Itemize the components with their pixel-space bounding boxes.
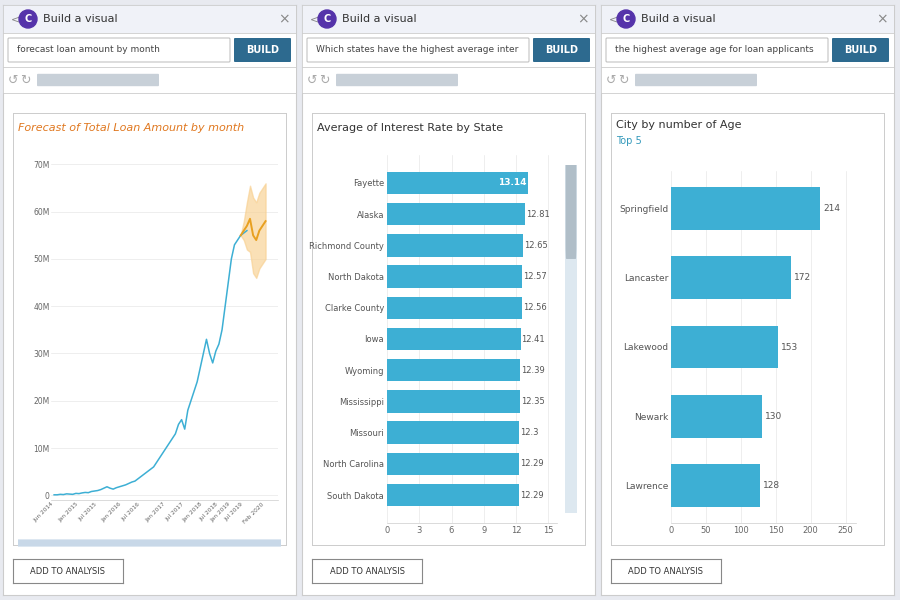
Text: <: < xyxy=(310,14,320,24)
Text: 130: 130 xyxy=(764,412,782,421)
FancyBboxPatch shape xyxy=(606,38,828,62)
Circle shape xyxy=(617,10,635,28)
Text: 12.56: 12.56 xyxy=(523,303,546,312)
Bar xyxy=(387,421,519,444)
Bar xyxy=(387,172,528,194)
Text: 13.14: 13.14 xyxy=(499,178,526,187)
Text: BUILD: BUILD xyxy=(844,45,877,55)
Text: <: < xyxy=(11,14,20,24)
Bar xyxy=(387,390,520,413)
FancyBboxPatch shape xyxy=(234,38,291,62)
Text: 12.29: 12.29 xyxy=(520,491,544,500)
Text: ↺: ↺ xyxy=(307,73,317,86)
Text: 214: 214 xyxy=(824,204,841,213)
Text: 12.81: 12.81 xyxy=(526,209,549,218)
Text: 12.65: 12.65 xyxy=(524,241,548,250)
Text: ×: × xyxy=(877,12,887,26)
Text: ×: × xyxy=(278,12,290,26)
Text: 128: 128 xyxy=(763,481,780,490)
Bar xyxy=(671,256,791,299)
Text: ↻: ↻ xyxy=(20,73,31,86)
Text: ADD TO ANALYSIS: ADD TO ANALYSIS xyxy=(628,566,704,575)
Text: 172: 172 xyxy=(794,273,811,282)
Text: C: C xyxy=(623,14,630,24)
Text: C: C xyxy=(323,14,330,24)
Text: 12.29: 12.29 xyxy=(520,460,544,469)
FancyBboxPatch shape xyxy=(307,38,529,62)
Text: BUILD: BUILD xyxy=(246,45,279,55)
Text: ×: × xyxy=(577,12,589,26)
Text: Which states have the highest average inter: Which states have the highest average in… xyxy=(316,46,518,55)
Bar xyxy=(387,328,520,350)
Bar xyxy=(387,452,519,475)
FancyBboxPatch shape xyxy=(8,38,230,62)
Text: ADD TO ANALYSIS: ADD TO ANALYSIS xyxy=(329,566,404,575)
Text: 12.35: 12.35 xyxy=(521,397,544,406)
Text: 12.41: 12.41 xyxy=(521,335,545,343)
Text: <: < xyxy=(609,14,618,24)
Text: Forecast of Total Loan Amount by month: Forecast of Total Loan Amount by month xyxy=(18,123,244,133)
Text: ADD TO ANALYSIS: ADD TO ANALYSIS xyxy=(31,566,105,575)
Bar xyxy=(387,234,523,257)
Text: Build a visual: Build a visual xyxy=(342,14,417,24)
Text: C: C xyxy=(24,14,32,24)
Text: 12.39: 12.39 xyxy=(521,366,544,375)
Bar xyxy=(671,326,778,368)
Circle shape xyxy=(19,10,37,28)
Text: Top 5: Top 5 xyxy=(616,136,642,146)
Bar xyxy=(387,484,519,506)
FancyBboxPatch shape xyxy=(832,38,889,62)
FancyBboxPatch shape xyxy=(565,155,576,259)
Circle shape xyxy=(318,10,336,28)
Text: 153: 153 xyxy=(780,343,798,352)
Text: 12.3: 12.3 xyxy=(520,428,539,437)
FancyBboxPatch shape xyxy=(336,74,458,86)
FancyBboxPatch shape xyxy=(37,74,159,86)
Text: City by number of Age: City by number of Age xyxy=(616,120,742,130)
Bar xyxy=(671,464,760,507)
FancyBboxPatch shape xyxy=(635,74,757,86)
Text: ↺: ↺ xyxy=(8,73,18,86)
FancyBboxPatch shape xyxy=(4,539,294,547)
Text: the highest average age for loan applicants: the highest average age for loan applica… xyxy=(615,46,814,55)
Text: Build a visual: Build a visual xyxy=(43,14,118,24)
Bar xyxy=(671,395,761,438)
Text: ↻: ↻ xyxy=(319,73,329,86)
Text: ↺: ↺ xyxy=(606,73,616,86)
Bar xyxy=(387,359,520,382)
Text: BUILD: BUILD xyxy=(545,45,578,55)
Text: Build a visual: Build a visual xyxy=(641,14,716,24)
Bar xyxy=(387,296,522,319)
Text: ↻: ↻ xyxy=(617,73,628,86)
Text: Average of Interest Rate by State: Average of Interest Rate by State xyxy=(317,123,503,133)
Text: forecast loan amount by month: forecast loan amount by month xyxy=(17,46,160,55)
FancyBboxPatch shape xyxy=(533,38,590,62)
Bar xyxy=(387,265,522,288)
Text: 12.57: 12.57 xyxy=(523,272,547,281)
Bar xyxy=(671,187,821,230)
Bar xyxy=(387,203,525,226)
